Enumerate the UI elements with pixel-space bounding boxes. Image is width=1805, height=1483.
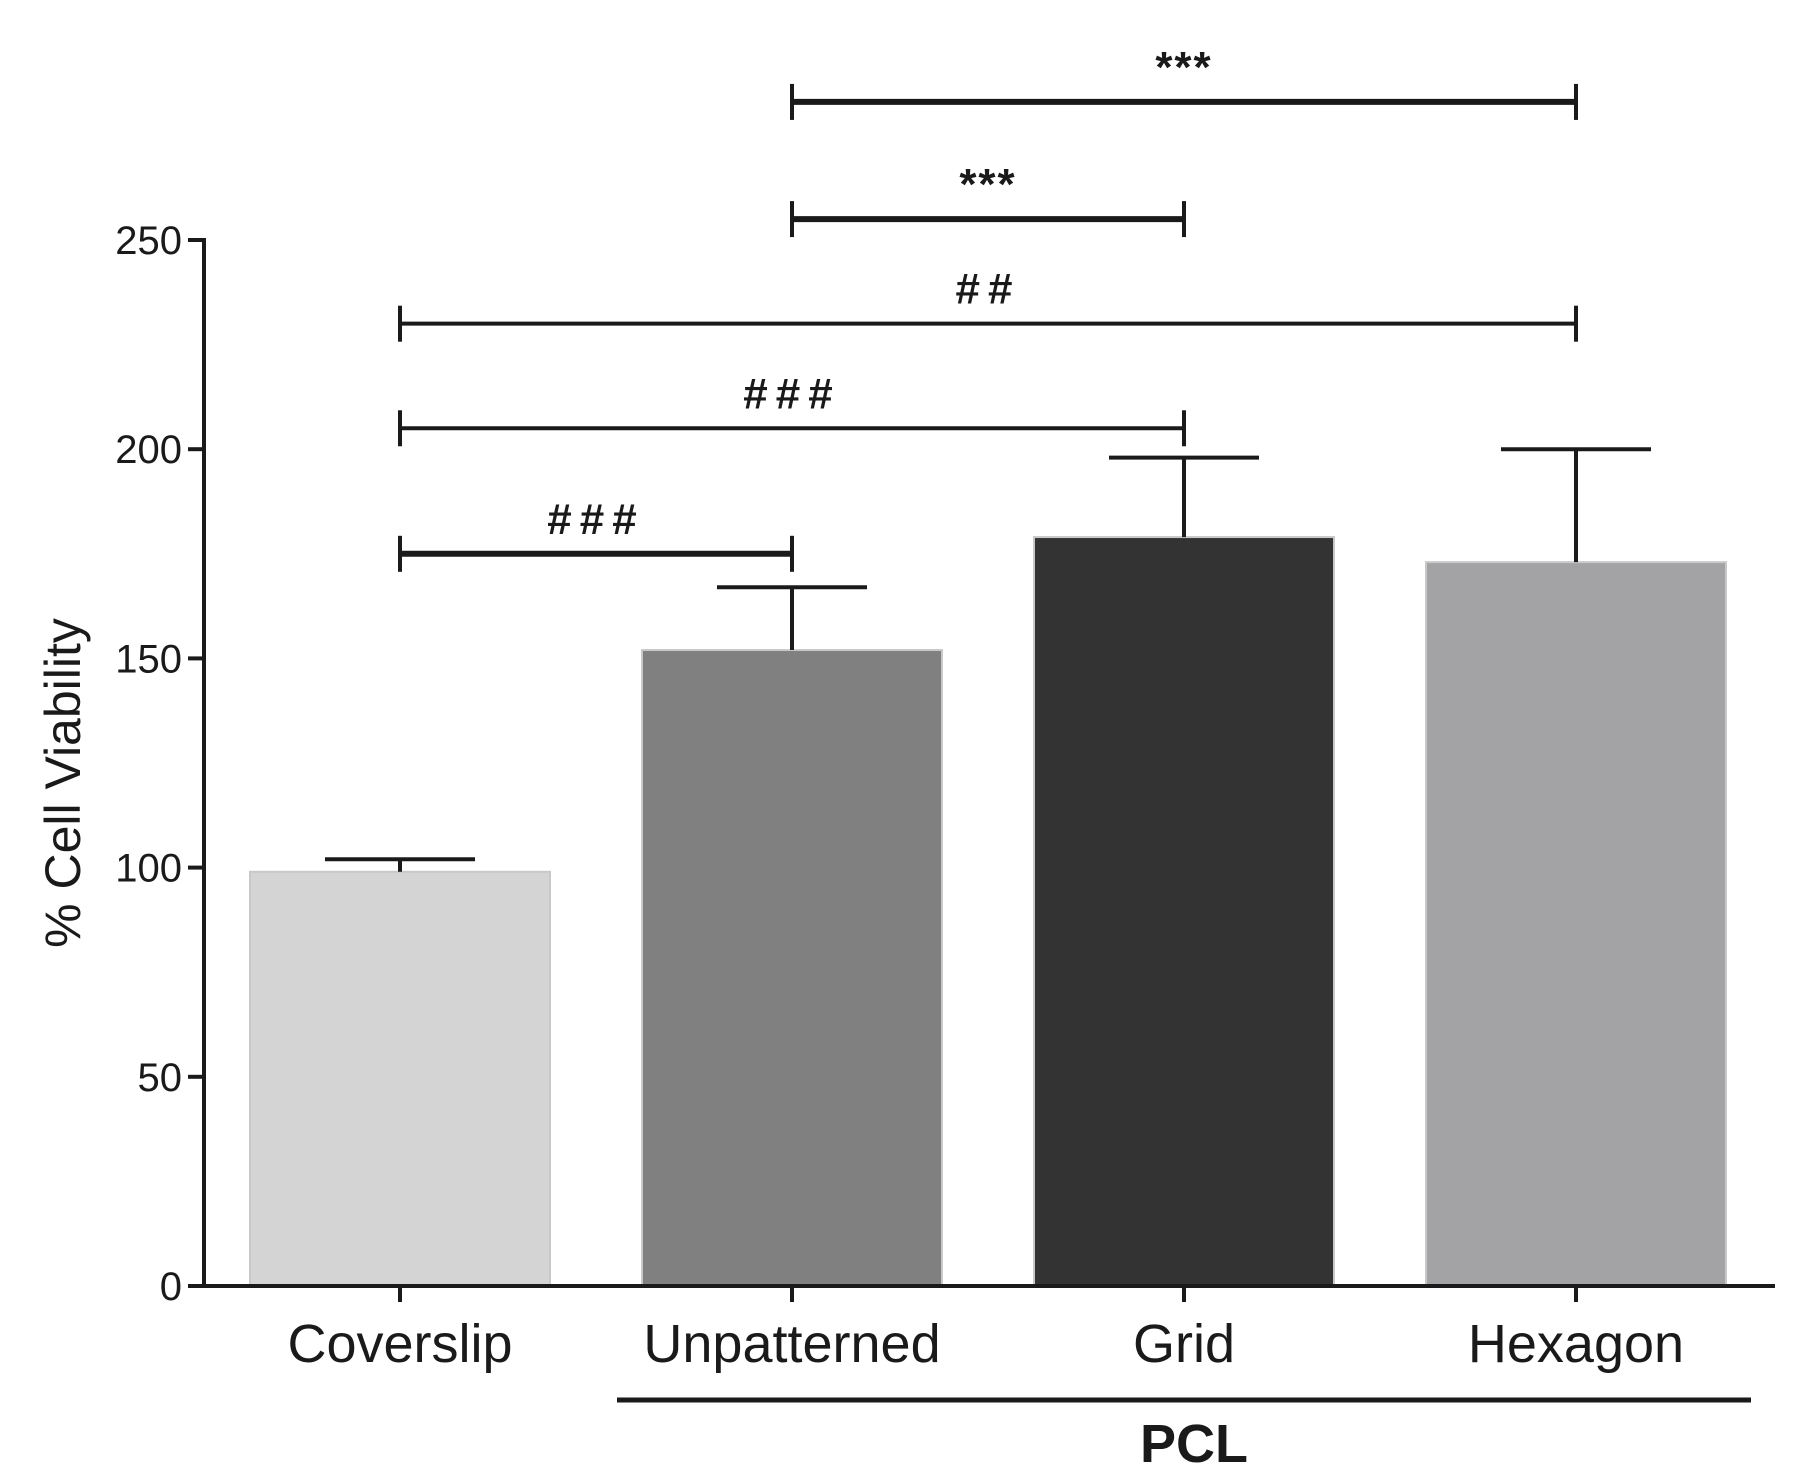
significance-label-0: ### — [547, 495, 644, 544]
significance-layer — [398, 83, 1578, 572]
y-axis-title: % Cell Viability — [35, 618, 91, 948]
significance-label-4: *** — [1155, 43, 1212, 92]
y-tick-label-50: 50 — [138, 1056, 183, 1100]
significance-label-3: *** — [959, 160, 1016, 209]
y-tick-label-150: 150 — [115, 637, 182, 681]
error-bars-layer — [325, 447, 1651, 872]
bar-hexagon — [1425, 561, 1727, 1287]
significance-label-1: ### — [743, 369, 840, 418]
y-tick-label-0: 0 — [160, 1265, 182, 1309]
y-tick-label-100: 100 — [115, 847, 182, 891]
bar-grid — [1033, 536, 1335, 1287]
labels-layer: 0 50 100 150 200 250 Coverslip Unpatterned Grid H… — [35, 43, 1684, 1474]
axes-layer — [188, 238, 1775, 1403]
x-tick-label-hexagon: Hexagon — [1468, 1314, 1684, 1374]
group-label: PCL — [1140, 1414, 1248, 1474]
x-tick-label-unpatterned: Unpatterned — [643, 1314, 940, 1374]
x-tick-label-grid: Grid — [1133, 1314, 1235, 1374]
y-tick-label-200: 200 — [115, 428, 182, 472]
significance-label-2: ## — [956, 265, 1021, 314]
bar-unpatterned — [641, 649, 943, 1287]
bars-layer — [249, 536, 1727, 1287]
y-tick-label-250: 250 — [115, 219, 182, 263]
x-tick-label-coverslip: Coverslip — [287, 1314, 512, 1374]
bar-coverslip — [249, 870, 551, 1287]
